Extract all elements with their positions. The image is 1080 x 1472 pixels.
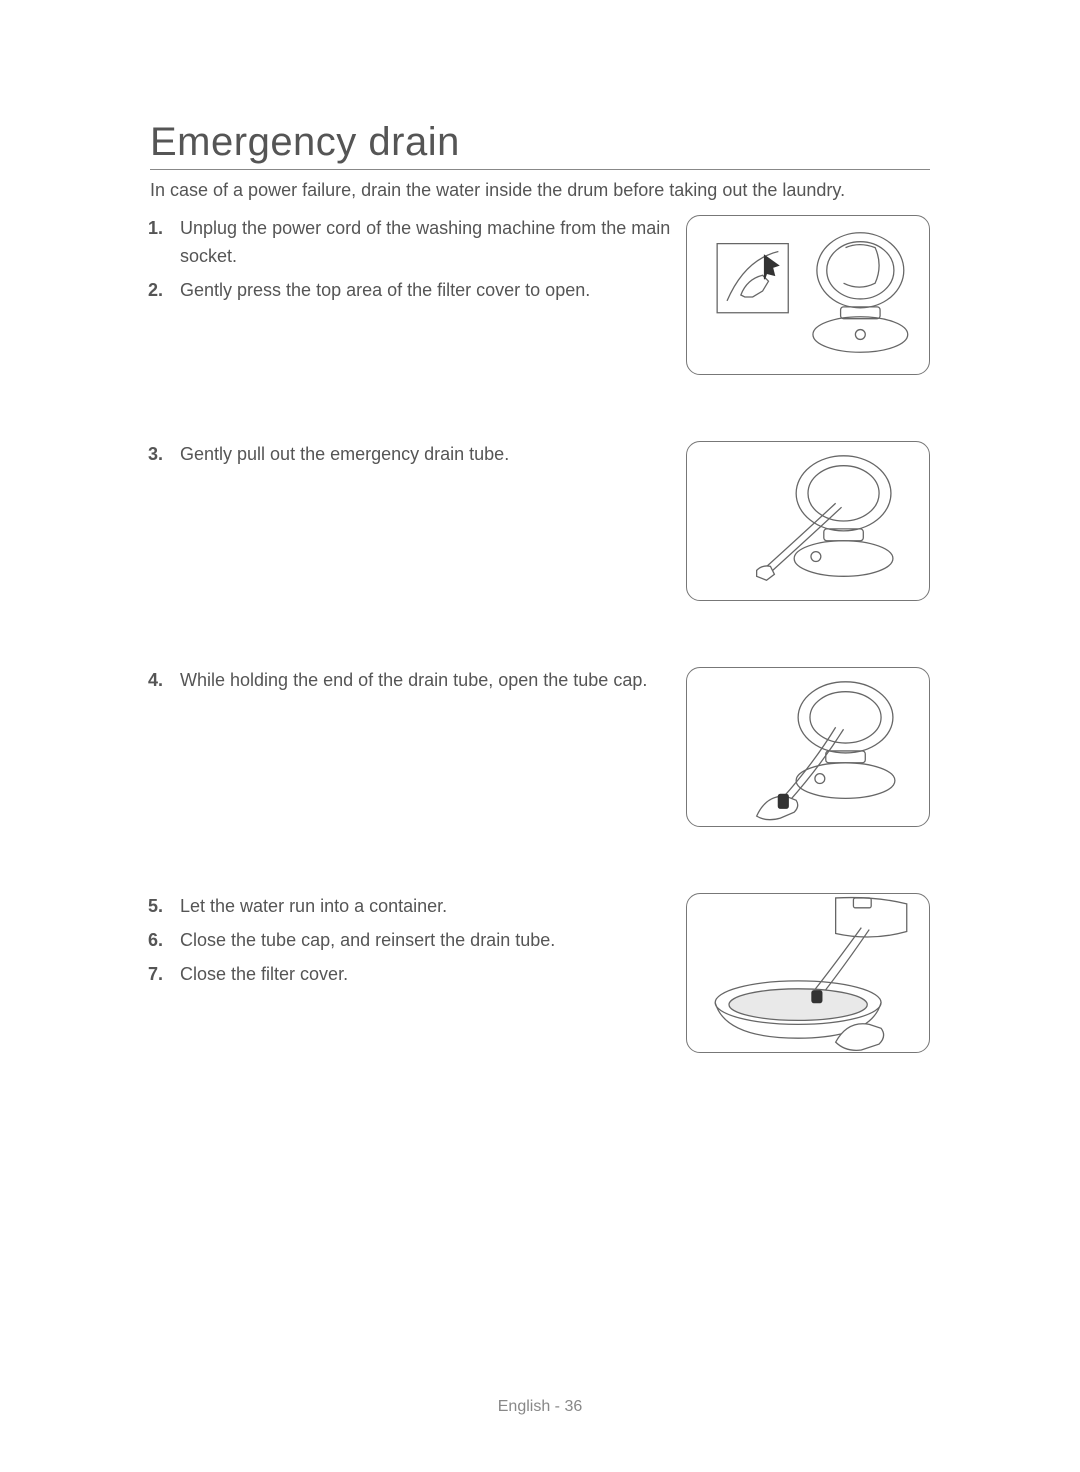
step-5: 5. Let the water run into a container. <box>180 893 674 921</box>
page-title: Emergency drain <box>150 120 930 170</box>
step-text: Gently pull out the emergency drain tube… <box>180 444 509 464</box>
step-4: 4. While holding the end of the drain tu… <box>180 667 674 695</box>
figure-pull-tube <box>686 441 930 601</box>
step-7: 7. Close the filter cover. <box>180 961 674 989</box>
step-number: 4. <box>148 667 163 695</box>
step-number: 7. <box>148 961 163 989</box>
figure-open-cap <box>686 667 930 827</box>
step-text: While holding the end of the drain tube,… <box>180 670 647 690</box>
steps-col-3: 4. While holding the end of the drain tu… <box>150 667 686 701</box>
step-text: Close the filter cover. <box>180 964 348 984</box>
figure-drain-container <box>686 893 930 1053</box>
page-footer: English - 36 <box>0 1398 1080 1416</box>
step-number: 6. <box>148 927 163 955</box>
intro-text: In case of a power failure, drain the wa… <box>150 180 930 201</box>
instruction-block-4: 5. Let the water run into a container. 6… <box>150 893 930 1085</box>
step-number: 2. <box>148 277 163 305</box>
step-text: Let the water run into a container. <box>180 896 447 916</box>
step-number: 3. <box>148 441 163 469</box>
instruction-block-3: 4. While holding the end of the drain tu… <box>150 667 930 859</box>
step-6: 6. Close the tube cap, and reinsert the … <box>180 927 674 955</box>
instruction-block-1: 1. Unplug the power cord of the washing … <box>150 215 930 407</box>
step-text: Gently press the top area of the filter … <box>180 280 590 300</box>
step-3: 3. Gently pull out the emergency drain t… <box>180 441 674 469</box>
step-number: 1. <box>148 215 163 243</box>
manual-page: Emergency drain In case of a power failu… <box>0 0 1080 1472</box>
step-text: Close the tube cap, and reinsert the dra… <box>180 930 555 950</box>
steps-col-2: 3. Gently pull out the emergency drain t… <box>150 441 686 475</box>
step-2: 2. Gently press the top area of the filt… <box>180 277 674 305</box>
steps-col-1: 1. Unplug the power cord of the washing … <box>150 215 686 311</box>
step-text: Unplug the power cord of the washing mac… <box>180 218 670 266</box>
step-number: 5. <box>148 893 163 921</box>
instruction-block-2: 3. Gently pull out the emergency drain t… <box>150 441 930 633</box>
figure-press-cover <box>686 215 930 375</box>
step-1: 1. Unplug the power cord of the washing … <box>180 215 674 271</box>
steps-col-4: 5. Let the water run into a container. 6… <box>150 893 686 995</box>
